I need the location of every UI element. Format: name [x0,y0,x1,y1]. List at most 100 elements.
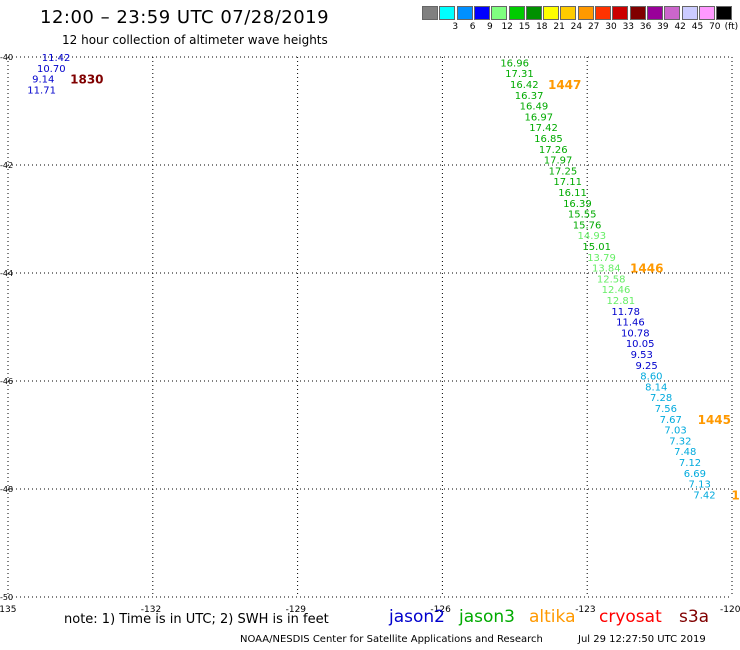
axis-ticks: -40 -42 -44 -46 -48 -50 -135 -132 -129 -126 -123 -1… [0,53,740,615]
swh-value: 17.42 [529,123,558,134]
legend-swatch [508,6,525,20]
swh-value: 7.56 [655,404,677,415]
satellite-jason2: jason2 [389,607,445,627]
satellite-cryosat: cryosat [599,607,662,627]
legend-swatch [525,6,542,20]
lat-tick-label: -46 [0,377,13,386]
legend-label: 6 [469,22,476,32]
credit-text: NOAA/NESDIS Center for Satellite Applica… [240,634,543,645]
swh-value: 16.96 [500,58,529,69]
legend-label: 36 [639,22,652,32]
legend-swatch [560,6,577,20]
swh-value: 7.12 [679,458,701,469]
pass-time-label: 1447 [548,78,581,92]
swh-value: 13.84 [592,264,621,275]
pass-time-label: 1830 [70,73,103,87]
legend-swatch [612,6,629,20]
swh-value: 10.05 [626,339,655,350]
lon-tick-label: -132 [141,605,161,615]
generated-timestamp: Jul 29 12:27:50 UTC 2019 [578,634,706,645]
pass-time-label: 1444 [731,488,740,502]
swh-value: 7.48 [674,447,696,458]
lat-tick-label: -44 [0,269,13,278]
units-note: note: 1) Time is in UTC; 2) SWH is in fe… [64,612,329,627]
swh-value: 16.11 [558,188,587,199]
swh-value: 8.14 [645,382,667,393]
swh-value: 14.93 [578,231,607,242]
legend-label: 33 [622,22,635,32]
swh-value: 9.25 [635,361,657,372]
lat-tick-label: -50 [0,593,13,602]
swh-observations: 11.4210.709.1411.71183016.9617.3116.4216… [27,53,740,502]
legend-swatch [439,6,456,20]
satellite-s3a: s3a [679,607,710,627]
swh-value: 11.46 [616,318,645,329]
legend-swatch [698,6,715,20]
pass-time-label: 1445 [698,413,731,427]
swh-value: 16.37 [515,91,544,102]
swh-value: 9.14 [32,75,54,86]
lon-tick-label: -135 [0,605,16,615]
legend-label: 3 [452,22,459,32]
swh-value: 7.13 [689,480,711,491]
swh-value: 8.60 [640,372,662,383]
swh-value: 13.79 [587,253,616,264]
swh-value: 15.76 [573,220,602,231]
swh-value: 16.42 [510,80,539,91]
swh-value: 15.55 [568,210,597,221]
legend-label: 9 [487,22,493,32]
legend-swatch [422,6,438,20]
legend-swatch [716,6,733,20]
swh-value: 16.49 [520,102,549,113]
lon-tick-label: -120 [720,605,740,615]
legend-swatch [456,6,473,20]
legend-label: 70 [709,22,721,32]
legend-swatch [491,6,508,20]
legend-swatch [473,6,490,20]
map-grid [7,56,733,598]
swh-value: 17.26 [539,145,568,156]
page-title: 12:00 – 23:59 UTC 07/28/2019 [40,7,330,28]
swh-value: 11.78 [611,307,640,318]
page-subtitle: 12 hour collection of altimeter wave hei… [62,33,328,47]
swh-value: 12.46 [602,285,631,296]
swh-value: 15.01 [582,242,611,253]
swh-value: 17.11 [553,177,582,188]
swh-value: 16.97 [524,112,553,123]
legend-label: 30 [605,22,617,32]
swh-value: 12.58 [597,274,626,285]
swh-value: 7.42 [693,490,715,501]
legend-label: 15 [518,22,531,32]
satellite-jason3: jason3 [459,607,515,627]
legend-label: 42 [674,22,686,32]
legend-swatch [577,6,594,20]
swh-value: 7.28 [650,393,672,404]
legend-swatch [543,6,560,20]
swh-value: 10.78 [621,328,650,339]
legend-swatch [664,6,681,20]
legend-unit: (ft) [724,22,739,32]
swh-value: 6.69 [684,469,706,480]
legend-label: 24 [570,22,583,32]
lat-tick-label: -42 [0,161,13,170]
legend-swatch [681,6,698,20]
pass-time-label: 1446 [630,262,663,276]
legend-label: 45 [691,22,704,32]
legend-label: 39 [657,22,669,32]
swh-value: 11.71 [27,85,56,96]
legend-swatch [646,6,663,20]
legend-swatch [629,6,646,20]
swh-value: 7.32 [669,436,691,447]
lat-tick-label: -40 [0,53,13,62]
swh-value: 17.31 [505,69,534,80]
legend-label: 18 [536,22,548,32]
swh-value: 11.42 [42,53,71,64]
swh-value: 17.97 [544,156,573,167]
satellite-altika: altika [529,607,576,627]
swh-value: 10.70 [37,64,66,75]
swh-value: 16.39 [563,199,592,210]
swh-value: 7.03 [664,426,686,437]
swh-value: 7.67 [660,415,682,426]
legend-label: 27 [587,22,600,32]
